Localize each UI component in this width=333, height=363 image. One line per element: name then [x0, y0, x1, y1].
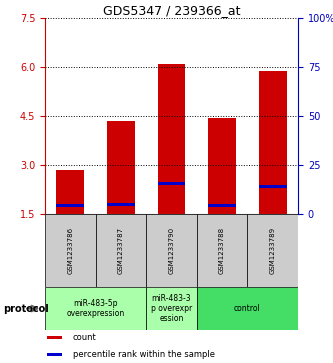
Bar: [208, 118, 236, 214]
Text: control: control: [234, 304, 261, 313]
Bar: [45, 287, 146, 330]
Bar: [107, 121, 135, 214]
Bar: [45, 214, 96, 287]
Text: GSM1233787: GSM1233787: [118, 227, 124, 274]
Bar: [56, 170, 84, 214]
Text: GSM1233789: GSM1233789: [270, 227, 276, 274]
Bar: [158, 64, 185, 214]
Bar: [146, 287, 197, 330]
Text: protocol: protocol: [3, 303, 49, 314]
Text: percentile rank within the sample: percentile rank within the sample: [73, 350, 215, 359]
Title: GDS5347 / 239366_at: GDS5347 / 239366_at: [103, 4, 240, 17]
Text: GSM1233788: GSM1233788: [219, 227, 225, 274]
Text: count: count: [73, 333, 97, 342]
Bar: [259, 185, 287, 188]
Bar: [259, 71, 287, 214]
Bar: [96, 214, 146, 287]
Text: GSM1233790: GSM1233790: [168, 227, 174, 274]
Text: miR-483-5p
overexpression: miR-483-5p overexpression: [67, 299, 125, 318]
Bar: [146, 214, 197, 287]
Bar: [197, 214, 247, 287]
Bar: [247, 214, 298, 287]
Bar: [158, 182, 185, 185]
Bar: [48, 337, 62, 339]
Bar: [107, 203, 135, 206]
Text: miR-483-3
p overexpr
ession: miR-483-3 p overexpr ession: [151, 294, 192, 323]
Bar: [56, 204, 84, 207]
Text: GSM1233786: GSM1233786: [67, 227, 73, 274]
Bar: [48, 353, 62, 356]
Bar: [208, 204, 236, 207]
Bar: [197, 287, 298, 330]
